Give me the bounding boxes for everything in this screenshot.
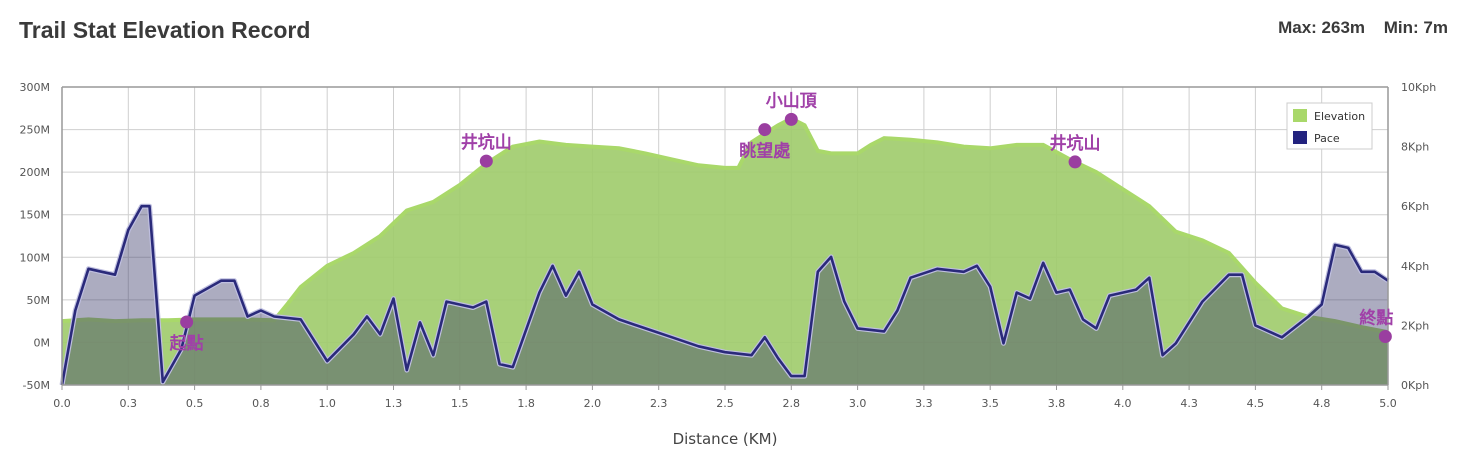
waypoint-marker[interactable] <box>180 315 194 329</box>
x-tick-label: 4.5 <box>1247 397 1265 410</box>
elevation-area <box>62 118 1388 385</box>
x-tick-label: 4.3 <box>1180 397 1198 410</box>
waypoint-marker[interactable] <box>758 123 772 137</box>
x-tick-label: 2.0 <box>584 397 602 410</box>
y-left-tick-label: 150M <box>20 209 51 222</box>
max-elevation: Max: 263m <box>1278 18 1366 37</box>
chart-legend[interactable]: Elevation Pace <box>1286 102 1373 150</box>
x-tick-label: 3.8 <box>1048 397 1066 410</box>
x-tick-label: 2.3 <box>650 397 668 410</box>
x-tick-label: 1.3 <box>385 397 403 410</box>
x-tick-label: 1.8 <box>517 397 535 410</box>
elevation-line <box>61 116 1389 335</box>
y-right-tick-label: 6Kph <box>1401 200 1429 213</box>
waypoint-label: 眺望處 <box>739 141 791 162</box>
legend-label[interactable]: Elevation <box>1314 110 1365 123</box>
x-tick-label: 0.8 <box>252 397 270 410</box>
y-left-tick-label: 200M <box>20 166 51 179</box>
waypoint-marker[interactable] <box>1068 155 1082 169</box>
waypoint-label: 小山頂 <box>766 91 818 111</box>
waypoint-marker[interactable] <box>784 112 798 126</box>
x-tick-label: 3.5 <box>981 397 999 410</box>
y-right-tick-label: 4Kph <box>1401 260 1429 273</box>
pace-line <box>60 204 1389 386</box>
x-tick-label: 0.0 <box>53 397 71 410</box>
x-tick-label: 5.0 <box>1379 397 1397 410</box>
y-left-tick-label: 50M <box>27 294 51 307</box>
waypoint-label: 起點 <box>169 333 204 354</box>
y-right-tick-label: 8Kph <box>1401 141 1429 154</box>
y-right-tick-label: 10Kph <box>1401 81 1436 94</box>
x-tick-label: 4.0 <box>1114 397 1132 410</box>
x-tick-label: 3.3 <box>915 397 933 410</box>
x-tick-label: 1.5 <box>451 397 469 410</box>
x-tick-label: 3.0 <box>849 397 867 410</box>
chart-axes: 0.0 0.3 0.5 0.8 1.0 1.3 1.5 1.8 2.0 2.3 2.5 2.8 3.0 3… <box>20 81 1437 410</box>
y-right-tick-label: 0Kph <box>1401 379 1429 392</box>
pace-series <box>59 203 1390 386</box>
y-right-tick-label: 2Kph <box>1401 319 1429 332</box>
x-tick-label: 0.3 <box>120 397 138 410</box>
x-tick-label: 2.8 <box>783 397 801 410</box>
legend-swatch[interactable] <box>1293 131 1307 144</box>
x-tick-label: 0.5 <box>186 397 204 410</box>
min-elevation: Min: 7m <box>1383 18 1448 37</box>
x-tick-label: 1.0 <box>318 397 336 410</box>
legend-label[interactable]: Pace <box>1314 132 1340 145</box>
waypoint-label: 井坑山 <box>1050 133 1101 154</box>
elevation-stats: Max: 263m Min: 7m <box>1264 18 1448 38</box>
elevation-series <box>61 116 1389 385</box>
x-axis-label: Distance (KM) <box>673 430 778 448</box>
waypoint-label: 終點 <box>1359 307 1393 328</box>
y-left-tick-label: -50M <box>23 379 50 392</box>
waypoint-marker[interactable] <box>1378 329 1392 343</box>
waypoint-label: 井坑山 <box>461 132 512 153</box>
y-left-tick-label: 0M <box>34 336 51 349</box>
y-left-tick-label: 250M <box>20 124 51 137</box>
x-tick-label: 4.8 <box>1313 397 1331 410</box>
legend-swatch[interactable] <box>1293 109 1307 122</box>
waypoint-marker[interactable] <box>479 154 493 168</box>
pace-area <box>62 206 1388 385</box>
y-left-tick-label: 100M <box>20 251 51 264</box>
x-tick-label: 2.5 <box>716 397 734 410</box>
y-left-tick-label: 300M <box>20 81 51 94</box>
chart-title: Trail Stat Elevation Record <box>19 17 311 43</box>
